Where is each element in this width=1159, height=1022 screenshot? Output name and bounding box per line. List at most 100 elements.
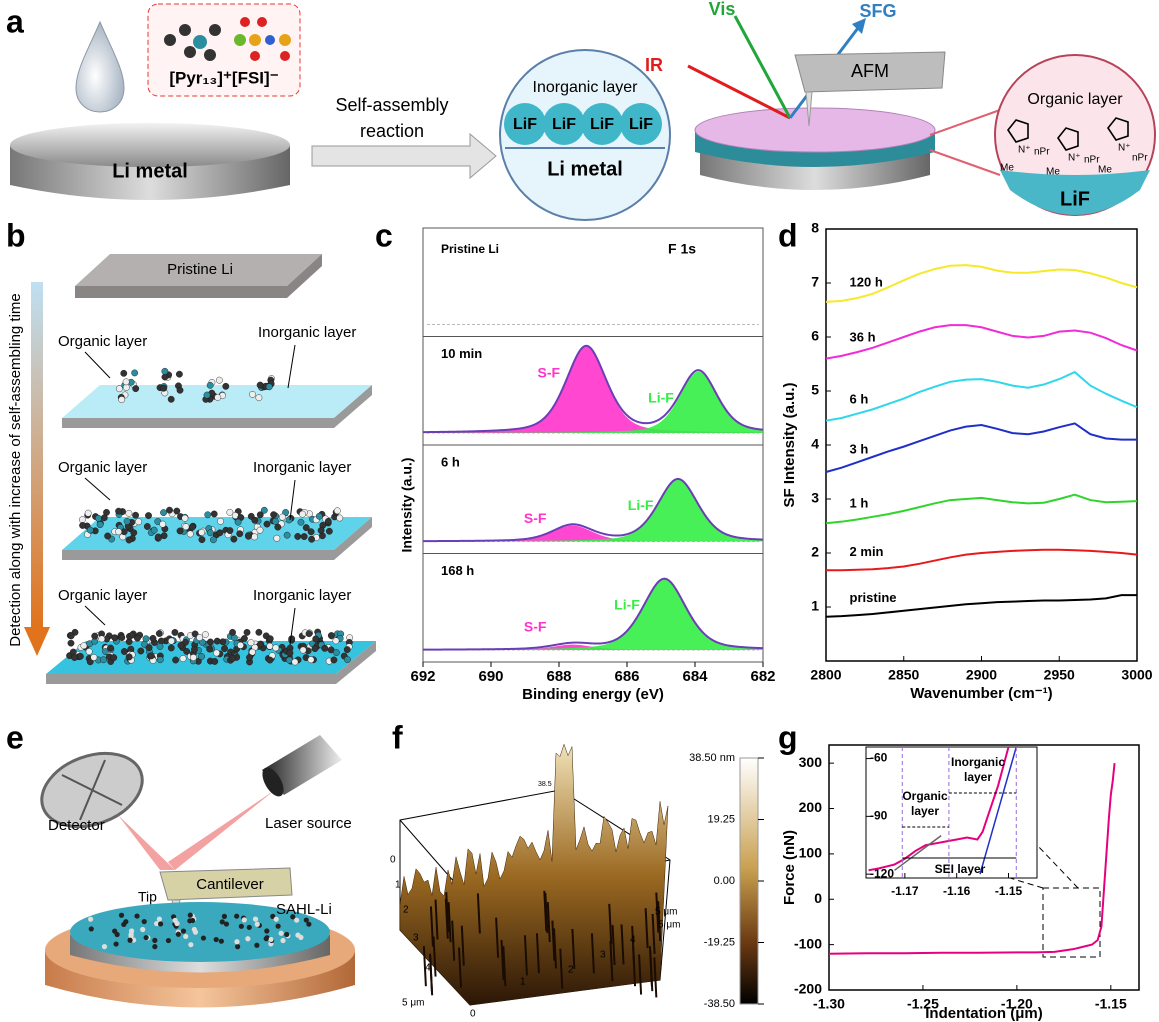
afm-tip — [805, 91, 813, 127]
atom — [143, 523, 151, 530]
detector-cross — [61, 759, 123, 821]
atom — [257, 640, 265, 648]
atom — [189, 917, 196, 924]
atom — [165, 937, 172, 944]
peak-label: S-F — [524, 510, 547, 526]
y-tick-label: 2 — [811, 544, 819, 560]
atom — [107, 644, 114, 652]
afm-cantilever — [794, 51, 946, 93]
valley — [651, 913, 656, 955]
annotation: layer — [964, 770, 992, 784]
atom — [266, 642, 274, 650]
atom — [278, 513, 286, 521]
atom — [219, 919, 225, 925]
atom — [181, 514, 189, 522]
atom — [274, 523, 282, 531]
atom — [135, 518, 142, 526]
atom — [161, 367, 169, 375]
organic-label: Organic layer — [58, 587, 147, 604]
atom — [308, 535, 315, 543]
time-arrow — [31, 282, 43, 627]
valley — [608, 903, 613, 944]
peak-label: S-F — [538, 364, 561, 380]
panel-f: 5 μm 0 1 2 3 4 5 μm 5 μm 0 1 2 3 4 38.5 — [390, 743, 759, 1020]
y-axis-label: Intensity (a.u.) — [399, 458, 415, 553]
atom — [248, 648, 256, 656]
atom — [254, 942, 260, 948]
cation-label: N⁺ — [1018, 145, 1031, 156]
valley — [502, 946, 507, 987]
atom — [172, 656, 180, 664]
atom — [176, 386, 184, 394]
series-line — [828, 763, 1116, 955]
atom — [134, 913, 140, 919]
atom — [288, 635, 296, 643]
atom — [192, 929, 199, 935]
atom — [206, 645, 214, 653]
atom — [245, 936, 251, 942]
atom — [160, 509, 167, 516]
y-tick-label: 100 — [799, 845, 823, 861]
atom — [152, 937, 158, 943]
atom — [143, 934, 149, 941]
valley — [535, 933, 540, 974]
valley — [543, 890, 548, 931]
valley — [523, 935, 528, 976]
atom — [130, 529, 138, 537]
atom — [159, 520, 167, 528]
peak-label: S-F — [524, 619, 547, 635]
peak-label: Li-F — [614, 597, 640, 613]
x-axis-label: Binding energy (eV) — [522, 686, 664, 703]
surface-molecules — [87, 912, 312, 950]
atom — [79, 522, 86, 529]
axis-label: 38.5 — [538, 781, 552, 788]
valley — [434, 899, 439, 940]
cation-label: N⁺ — [1118, 143, 1131, 154]
valley — [571, 928, 576, 970]
panel-a: [Pyr₁₃]⁺[FSI]⁻ Li metal Self-assembly re… — [10, 0, 1156, 221]
atom — [300, 533, 308, 540]
atom — [166, 506, 173, 514]
pristine-label: Pristine Li — [167, 261, 233, 278]
pristine-plate-top — [75, 254, 322, 286]
atom — [219, 638, 227, 646]
atom — [118, 912, 125, 918]
x-tick-label: 688 — [546, 668, 571, 685]
x-tick-label: -1.25 — [907, 996, 939, 1012]
reflected-beam — [118, 815, 175, 870]
atom — [324, 517, 332, 525]
valley — [644, 908, 649, 949]
atom — [156, 916, 162, 922]
atom — [327, 632, 335, 639]
atom — [207, 529, 214, 537]
atom — [213, 936, 219, 943]
atom — [128, 931, 134, 937]
atom — [317, 527, 325, 534]
atom — [100, 656, 107, 664]
atom — [241, 917, 247, 923]
series-label: 6 h — [850, 392, 869, 407]
atom — [223, 921, 230, 927]
pyrrolidinium-rings — [1007, 117, 1129, 151]
laser-beam — [168, 790, 275, 870]
atom — [147, 652, 155, 660]
atom — [256, 526, 264, 534]
atom — [91, 632, 99, 640]
substituent-label: nPr — [1034, 147, 1050, 158]
fit-line — [979, 746, 1017, 875]
annotation: layer — [911, 804, 939, 818]
x-tick-label: -1.17 — [891, 884, 919, 898]
atom — [132, 385, 140, 393]
atom — [272, 644, 280, 652]
valley — [432, 936, 437, 977]
valley — [458, 947, 463, 988]
atom — [101, 944, 108, 950]
atom — [284, 931, 290, 938]
lif-particle — [620, 103, 662, 145]
y-tick-label: -90 — [870, 809, 888, 823]
peak — [423, 479, 763, 542]
atom — [294, 533, 302, 540]
atom — [137, 647, 145, 655]
valley — [551, 920, 556, 961]
atom — [188, 523, 196, 531]
